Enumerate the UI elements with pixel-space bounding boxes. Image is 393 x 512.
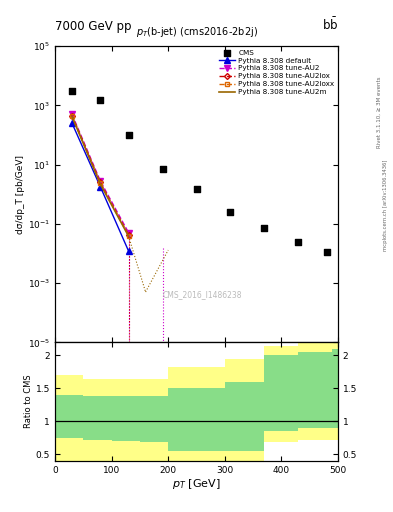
Pythia 8.308 default bbox=[98, 184, 103, 190]
Text: CMS_2016_I1486238: CMS_2016_I1486238 bbox=[162, 290, 242, 300]
Pythia 8.308 default bbox=[70, 120, 74, 126]
Pythia 8.308 tune-AU2m bbox=[70, 114, 74, 120]
CMS bbox=[193, 185, 200, 193]
CMS bbox=[125, 131, 132, 139]
Text: mcplots.cern.ch [arXiv:1306.3436]: mcplots.cern.ch [arXiv:1306.3436] bbox=[384, 159, 388, 250]
Pythia 8.308 tune-AU2loxx bbox=[98, 180, 103, 186]
Text: 7000 GeV pp: 7000 GeV pp bbox=[55, 20, 132, 33]
Pythia 8.308 tune-AU2lox bbox=[70, 113, 74, 119]
CMS bbox=[295, 238, 301, 246]
Text: $p_T$(b-jet) (cms2016-2b2j): $p_T$(b-jet) (cms2016-2b2j) bbox=[136, 25, 257, 39]
Legend: CMS, Pythia 8.308 default, Pythia 8.308 tune-AU2, Pythia 8.308 tune-AU2lox, Pyth: CMS, Pythia 8.308 default, Pythia 8.308 … bbox=[218, 48, 336, 96]
Y-axis label: dσ/dp_T [pb/GeV]: dσ/dp_T [pb/GeV] bbox=[16, 155, 25, 233]
CMS bbox=[227, 208, 233, 216]
CMS bbox=[261, 224, 268, 232]
Pythia 8.308 tune-AU2m bbox=[98, 181, 103, 187]
Pythia 8.308 tune-AU2lox bbox=[98, 179, 103, 185]
Pythia 8.308 tune-AU2loxx bbox=[126, 232, 131, 239]
CMS bbox=[97, 96, 103, 104]
Y-axis label: Ratio to CMS: Ratio to CMS bbox=[24, 375, 33, 429]
Line: Pythia 8.308 default: Pythia 8.308 default bbox=[69, 120, 131, 254]
CMS bbox=[323, 248, 330, 257]
CMS bbox=[160, 165, 166, 173]
Text: Rivet 3.1.10, ≥ 3M events: Rivet 3.1.10, ≥ 3M events bbox=[377, 77, 382, 148]
Line: Pythia 8.308 tune-AU2loxx: Pythia 8.308 tune-AU2loxx bbox=[70, 114, 131, 238]
Text: b$\bar{\mathregular{b}}$: b$\bar{\mathregular{b}}$ bbox=[321, 17, 338, 33]
X-axis label: $p_T$ [GeV]: $p_T$ [GeV] bbox=[172, 477, 221, 492]
Pythia 8.308 tune-AU2 bbox=[70, 111, 74, 117]
Line: Pythia 8.308 tune-AU2: Pythia 8.308 tune-AU2 bbox=[69, 112, 131, 236]
Pythia 8.308 tune-AU2 bbox=[98, 178, 103, 184]
Pythia 8.308 default bbox=[126, 248, 131, 254]
Line: Pythia 8.308 tune-AU2lox: Pythia 8.308 tune-AU2lox bbox=[70, 114, 131, 237]
Pythia 8.308 tune-AU2m bbox=[126, 233, 131, 239]
Line: Pythia 8.308 tune-AU2m: Pythia 8.308 tune-AU2m bbox=[72, 117, 129, 236]
CMS bbox=[69, 87, 75, 95]
Pythia 8.308 tune-AU2loxx bbox=[70, 113, 74, 119]
Pythia 8.308 tune-AU2lox bbox=[126, 232, 131, 238]
Pythia 8.308 tune-AU2 bbox=[126, 230, 131, 236]
